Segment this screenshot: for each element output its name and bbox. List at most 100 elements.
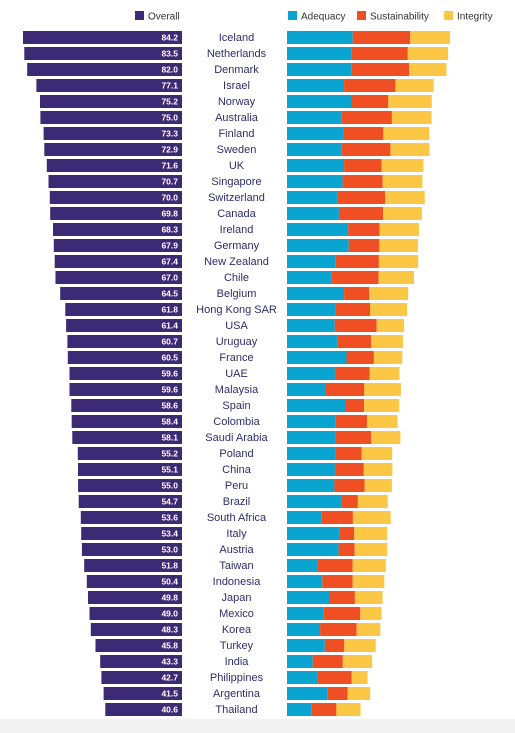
sustainability-segment-indonesia	[322, 575, 353, 588]
overall-value-philippines: 42.7	[161, 673, 178, 683]
integrity-segment-japan	[354, 591, 383, 604]
integrity-segment-taiwan	[352, 559, 386, 572]
adequacy-segment-sweden	[287, 143, 342, 156]
overall-value-poland: 55.2	[161, 449, 178, 459]
integrity-segment-chile	[378, 271, 414, 284]
overall-bar-finland	[43, 127, 182, 140]
sustainability-segment-mexico	[323, 607, 361, 620]
integrity-segment-singapore	[382, 175, 423, 188]
adequacy-segment-taiwan	[287, 559, 318, 572]
overall-bar-japan	[88, 591, 182, 604]
country-label-austria: Austria	[219, 544, 254, 556]
integrity-segment-colombia	[367, 415, 398, 428]
overall-value-south-africa: 53.6	[161, 513, 178, 523]
country-label-denmark: Denmark	[214, 64, 259, 76]
adequacy-segment-indonesia	[287, 575, 323, 588]
overall-value-brazil: 54.7	[161, 497, 178, 507]
legend-label-adequacy: Adequacy	[301, 12, 345, 23]
country-labels: Iceland Netherlands Denmark Israel Norway Aus…	[196, 32, 277, 716]
integrity-segment-finland	[383, 127, 430, 140]
sustainability-segment-hong-kong-sar	[335, 303, 370, 316]
country-label-usa: USA	[225, 320, 248, 332]
sustainability-segment-spain	[345, 399, 364, 412]
country-label-china: China	[222, 464, 252, 476]
overall-bar-israel	[36, 79, 183, 92]
adequacy-segment-chile	[287, 271, 332, 284]
overall-value-japan: 49.8	[161, 593, 178, 603]
overall-value-germany: 67.9	[161, 241, 178, 251]
overall-value-hong-kong-sar: 61.8	[161, 305, 178, 315]
adequacy-segment-norway	[287, 95, 351, 108]
adequacy-segment-hong-kong-sar	[287, 303, 336, 316]
integrity-segment-korea	[356, 623, 381, 636]
sustainability-segment-saudi-arabia	[335, 431, 371, 444]
country-label-norway: Norway	[218, 96, 256, 108]
overall-value-australia: 75.0	[161, 113, 178, 123]
overall-value-turkey: 45.8	[161, 641, 178, 651]
overall-bar-canada	[50, 207, 183, 220]
legend-swatch-integrity	[444, 11, 453, 20]
integrity-segment-australia	[392, 111, 432, 124]
country-label-taiwan: Taiwan	[219, 560, 253, 572]
overall-value-spain: 58.6	[161, 401, 178, 411]
country-label-japan: Japan	[222, 592, 252, 604]
country-label-new-zealand: New Zealand	[204, 256, 269, 268]
adequacy-segment-netherlands	[287, 47, 352, 60]
overall-bar-peru	[78, 479, 182, 492]
integrity-segment-argentina	[347, 687, 371, 700]
integrity-segment-uruguay	[371, 335, 403, 348]
sustainability-segment-canada	[338, 207, 384, 220]
legend-swatch-adequacy	[288, 11, 297, 20]
adequacy-segment-spain	[287, 399, 345, 412]
sustainability-segment-china	[334, 463, 364, 476]
integrity-segment-poland	[361, 447, 393, 460]
overall-bar-netherlands	[24, 47, 182, 60]
sustainability-segment-germany	[348, 239, 380, 252]
integrity-segment-denmark	[409, 63, 447, 76]
integrity-segment-iceland	[410, 31, 450, 44]
sustainability-segment-poland	[335, 447, 362, 460]
integrity-segment-brazil	[357, 495, 388, 508]
country-label-germany: Germany	[214, 240, 260, 252]
integrity-segment-canada	[383, 207, 422, 220]
overall-value-iceland: 84.2	[161, 33, 178, 43]
sustainability-segment-belgium	[344, 287, 370, 300]
integrity-segment-ireland	[379, 223, 419, 236]
overall-bar-south-africa	[80, 511, 182, 524]
overall-bar-denmark	[27, 63, 183, 76]
adequacy-segment-peru	[287, 479, 335, 492]
overall-bar-taiwan	[84, 559, 182, 572]
sustainability-segment-japan	[329, 591, 355, 604]
country-label-chile: Chile	[224, 272, 249, 284]
country-label-ireland: Ireland	[220, 224, 254, 236]
legend-swatch-overall	[135, 11, 144, 20]
overall-value-sweden: 72.9	[161, 145, 178, 155]
overall-bar-china	[78, 463, 182, 476]
overall-bar-uruguay	[67, 335, 182, 348]
overall-value-indonesia: 50.4	[161, 577, 178, 587]
adequacy-segment-argentina	[287, 687, 328, 700]
country-label-switzerland: Switzerland	[208, 192, 265, 204]
sustainability-segment-denmark	[351, 63, 409, 76]
integrity-segment-china	[363, 463, 393, 476]
sustainability-segment-netherlands	[351, 47, 408, 60]
overall-bar-argentina	[103, 687, 182, 700]
country-label-korea: Korea	[222, 624, 252, 636]
stacked-bars	[287, 31, 450, 716]
country-label-south-africa: South Africa	[207, 512, 267, 524]
overall-value-uae: 59.6	[161, 369, 178, 379]
sustainability-segment-norway	[351, 95, 389, 108]
country-label-hong-kong-sar: Hong Kong SAR	[196, 304, 277, 316]
overall-value-uk: 71.6	[161, 161, 178, 171]
overall-value-malaysia: 59.6	[161, 385, 178, 395]
country-label-netherlands: Netherlands	[207, 48, 267, 60]
integrity-segment-germany	[379, 239, 418, 252]
country-label-turkey: Turkey	[220, 640, 254, 652]
sustainability-segment-uae	[334, 367, 370, 380]
legend-swatch-sustainability	[357, 11, 366, 20]
country-label-israel: Israel	[223, 80, 250, 92]
country-label-peru: Peru	[225, 480, 248, 492]
integrity-segment-thailand	[336, 703, 361, 716]
overall-value-norway: 75.2	[161, 97, 178, 107]
country-label-india: India	[225, 656, 250, 668]
